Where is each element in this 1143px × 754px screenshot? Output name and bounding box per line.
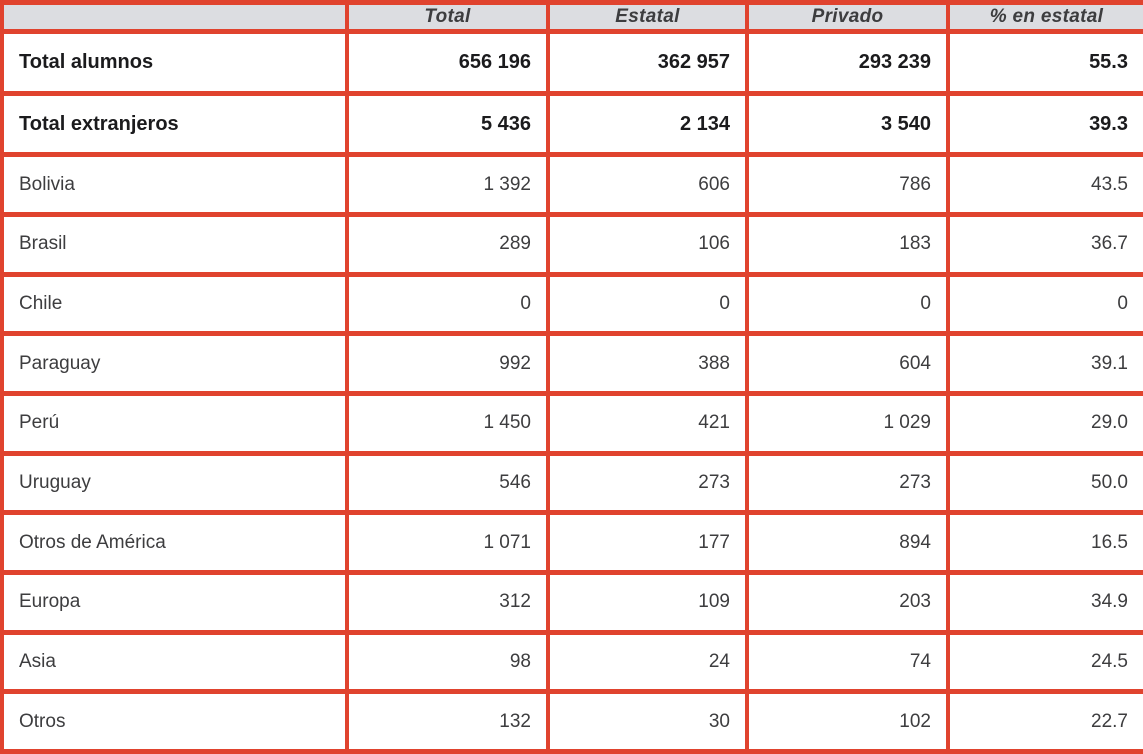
row-label: Chile bbox=[0, 271, 349, 337]
table-row: Paraguay 992 388 604 39.1 bbox=[0, 331, 1143, 397]
row-value: 273 bbox=[745, 450, 950, 516]
row-value: 293 239 bbox=[745, 29, 950, 96]
row-value: 656 196 bbox=[345, 29, 550, 96]
row-value: 5 436 bbox=[345, 90, 550, 158]
row-value: 102 bbox=[745, 689, 950, 754]
row-label: Europa bbox=[0, 570, 349, 635]
row-value: 3 540 bbox=[745, 90, 950, 158]
row-value: 74 bbox=[745, 629, 950, 695]
row-value: 606 bbox=[546, 152, 749, 218]
row-value: 36.7 bbox=[946, 212, 1143, 277]
row-value: 109 bbox=[546, 570, 749, 635]
row-value: 546 bbox=[345, 450, 550, 516]
row-value: 894 bbox=[745, 510, 950, 575]
table-row: Europa 312 109 203 34.9 bbox=[0, 570, 1143, 635]
table-row: Otros 132 30 102 22.7 bbox=[0, 689, 1143, 754]
header-cell-empty bbox=[0, 0, 349, 34]
row-value: 1 029 bbox=[745, 391, 950, 456]
row-value: 183 bbox=[745, 212, 950, 277]
row-value: 312 bbox=[345, 570, 550, 635]
row-value: 98 bbox=[345, 629, 550, 695]
row-value: 22.7 bbox=[946, 689, 1143, 754]
table-row: Brasil 289 106 183 36.7 bbox=[0, 212, 1143, 277]
row-value: 55.3 bbox=[946, 29, 1143, 96]
row-value: 2 134 bbox=[546, 90, 749, 158]
table-row: Total alumnos 656 196 362 957 293 239 55.3 bbox=[0, 29, 1143, 96]
row-value: 388 bbox=[546, 331, 749, 397]
header-cell-privado: Privado bbox=[745, 0, 950, 34]
row-value: 273 bbox=[546, 450, 749, 516]
table-row: Perú 1 450 421 1 029 29.0 bbox=[0, 391, 1143, 456]
table-row: Otros de América 1 071 177 894 16.5 bbox=[0, 510, 1143, 575]
row-value: 0 bbox=[745, 271, 950, 337]
row-value: 1 071 bbox=[345, 510, 550, 575]
row-label: Total extranjeros bbox=[0, 90, 349, 158]
row-value: 106 bbox=[546, 212, 749, 277]
header-cell-pct-estatal: % en estatal bbox=[946, 0, 1143, 34]
table-header: Total Estatal Privado % en estatal bbox=[0, 0, 1143, 34]
row-value: 786 bbox=[745, 152, 950, 218]
row-label: Brasil bbox=[0, 212, 349, 277]
header-cell-total: Total bbox=[345, 0, 550, 34]
row-label: Otros bbox=[0, 689, 349, 754]
row-label: Otros de América bbox=[0, 510, 349, 575]
row-label: Bolivia bbox=[0, 152, 349, 218]
header-cell-estatal: Estatal bbox=[546, 0, 749, 34]
row-value: 0 bbox=[946, 271, 1143, 337]
row-value: 362 957 bbox=[546, 29, 749, 96]
table-row: Chile 0 0 0 0 bbox=[0, 271, 1143, 337]
row-value: 132 bbox=[345, 689, 550, 754]
row-value: 0 bbox=[546, 271, 749, 337]
row-value: 1 450 bbox=[345, 391, 550, 456]
row-value: 1 392 bbox=[345, 152, 550, 218]
row-value: 24 bbox=[546, 629, 749, 695]
table-row: Bolivia 1 392 606 786 43.5 bbox=[0, 152, 1143, 218]
row-value: 43.5 bbox=[946, 152, 1143, 218]
row-value: 177 bbox=[546, 510, 749, 575]
row-value: 289 bbox=[345, 212, 550, 277]
row-value: 24.5 bbox=[946, 629, 1143, 695]
row-value: 29.0 bbox=[946, 391, 1143, 456]
row-value: 203 bbox=[745, 570, 950, 635]
row-label: Asia bbox=[0, 629, 349, 695]
table-row: Asia 98 24 74 24.5 bbox=[0, 629, 1143, 695]
row-value: 50.0 bbox=[946, 450, 1143, 516]
row-label: Total alumnos bbox=[0, 29, 349, 96]
row-value: 34.9 bbox=[946, 570, 1143, 635]
table-row: Uruguay 546 273 273 50.0 bbox=[0, 450, 1143, 516]
header-row: Total Estatal Privado % en estatal bbox=[0, 0, 1143, 34]
row-label: Perú bbox=[0, 391, 349, 456]
row-value: 992 bbox=[345, 331, 550, 397]
row-label: Paraguay bbox=[0, 331, 349, 397]
row-value: 421 bbox=[546, 391, 749, 456]
row-value: 39.1 bbox=[946, 331, 1143, 397]
row-label: Uruguay bbox=[0, 450, 349, 516]
row-value: 39.3 bbox=[946, 90, 1143, 158]
row-value: 30 bbox=[546, 689, 749, 754]
row-value: 604 bbox=[745, 331, 950, 397]
table-body: Total alumnos 656 196 362 957 293 239 55.3 To… bbox=[0, 29, 1143, 754]
row-value: 16.5 bbox=[946, 510, 1143, 575]
row-value: 0 bbox=[345, 271, 550, 337]
table-row: Total extranjeros 5 436 2 134 3 540 39.3 bbox=[0, 90, 1143, 158]
